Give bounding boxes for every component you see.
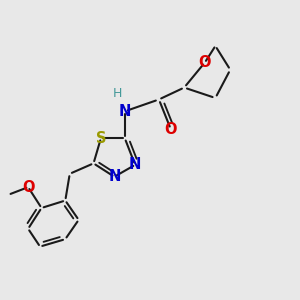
Text: O: O [199,55,211,70]
Text: O: O [22,180,34,195]
Text: S: S [96,130,106,146]
Text: N: N [108,169,121,184]
Text: N: N [118,104,131,119]
Text: N: N [129,158,141,172]
Text: H: H [112,87,122,100]
Text: O: O [165,122,177,137]
